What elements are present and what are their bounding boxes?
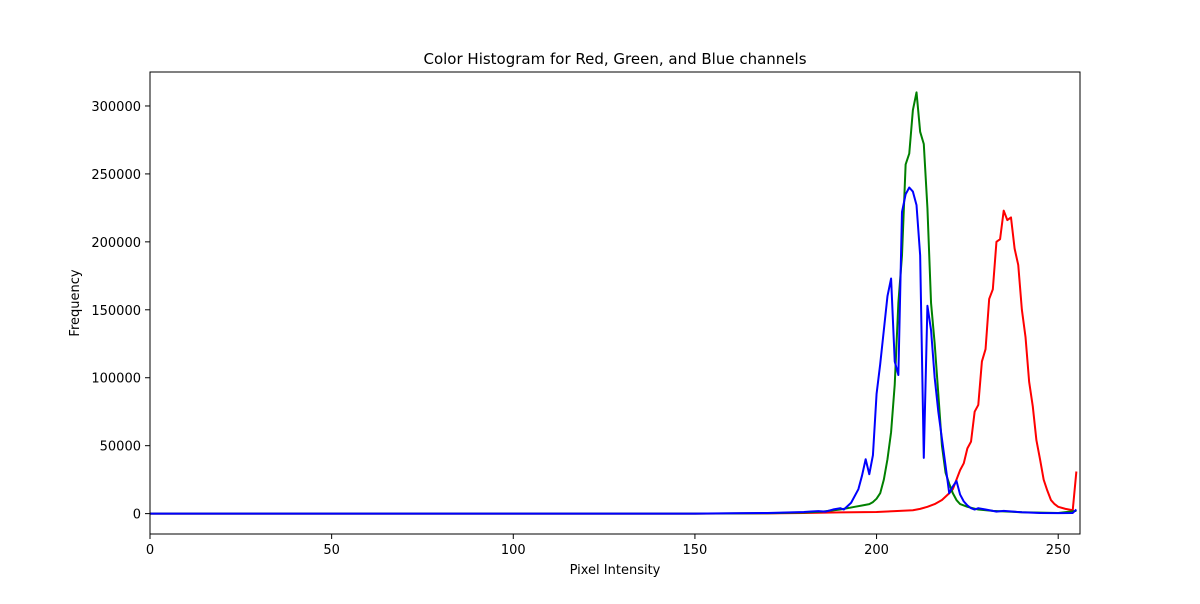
series-line-2 (150, 186, 1078, 515)
series-lines (150, 91, 1078, 515)
y-tick-label: 200000 (91, 236, 141, 251)
x-tick-label: 100 (501, 543, 526, 558)
y-axis-ticks: 0 50000 100000 150000 200000 250000 300000 (91, 100, 150, 523)
x-tick-label: 0 (146, 543, 154, 558)
x-axis-ticks: 0 50 100 150 200 250 (146, 534, 1071, 558)
series-line-1 (150, 91, 1077, 515)
x-tick-label: 200 (864, 543, 889, 558)
y-axis-label: Frequency (68, 269, 83, 336)
plot-frame (149, 71, 1081, 535)
y-tick-label: 250000 (91, 168, 141, 183)
y-tick-label: 150000 (91, 304, 141, 319)
x-tick-label: 50 (323, 543, 340, 558)
series-line-0 (150, 209, 1078, 515)
x-tick-label: 250 (1046, 543, 1071, 558)
y-tick-label: 50000 (100, 440, 141, 455)
x-axis-label: Pixel Intensity (570, 563, 661, 578)
chart-title: Color Histogram for Red, Green, and Blue… (423, 50, 806, 68)
x-tick-label: 150 (683, 543, 708, 558)
y-tick-label: 300000 (91, 100, 141, 115)
y-tick-label: 100000 (91, 372, 141, 387)
y-tick-label: 0 (133, 508, 141, 523)
